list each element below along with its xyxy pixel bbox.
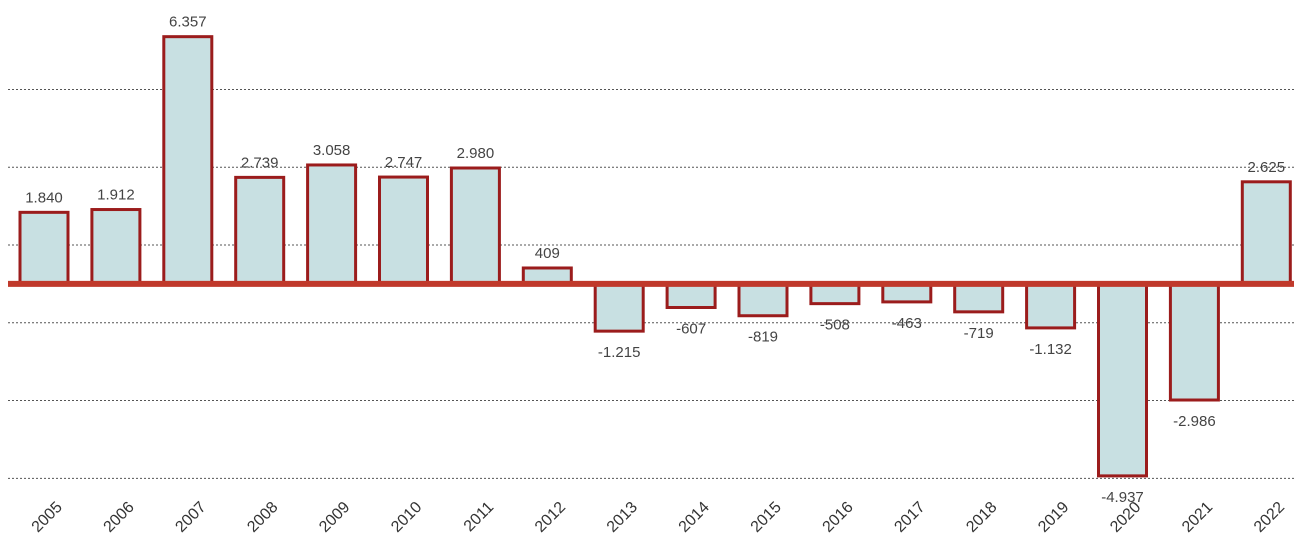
x-tick-label: 2021 <box>1179 499 1216 536</box>
bar <box>665 282 717 309</box>
value-label: -4.937 <box>1101 489 1144 506</box>
value-label: -1.215 <box>598 344 641 361</box>
bar <box>953 282 1005 314</box>
value-label: 409 <box>535 245 560 262</box>
bar <box>234 175 286 286</box>
value-label: 3.058 <box>313 142 351 159</box>
x-tick-label: 2008 <box>244 499 281 536</box>
value-label: 6.357 <box>169 14 207 31</box>
value-label: -819 <box>748 329 778 346</box>
bar <box>1240 180 1292 286</box>
bar <box>1097 282 1148 478</box>
bar <box>1025 282 1077 330</box>
bar <box>1168 282 1220 402</box>
bar <box>18 210 70 286</box>
value-label: -463 <box>892 315 922 332</box>
value-label: -719 <box>964 325 994 342</box>
value-label: 2.739 <box>241 154 279 171</box>
x-tick-label: 2009 <box>316 499 353 536</box>
bar <box>737 282 789 318</box>
value-label: 1.912 <box>97 187 135 204</box>
value-label: 2.747 <box>385 154 423 171</box>
value-label: -508 <box>820 317 850 334</box>
value-label: 2.980 <box>457 145 495 162</box>
value-label: -607 <box>676 320 706 337</box>
value-label: -1.132 <box>1029 341 1072 358</box>
bar <box>449 166 501 286</box>
bar <box>378 175 429 286</box>
x-tick-label: 2007 <box>172 499 209 536</box>
x-tick-label: 2022 <box>1251 499 1288 536</box>
x-tick-label: 2018 <box>963 499 1000 536</box>
value-label: 1.840 <box>25 189 63 206</box>
x-tick-label: 2014 <box>676 499 713 536</box>
bar <box>162 35 214 286</box>
value-label: -2.986 <box>1173 413 1216 430</box>
x-tick-label: 2005 <box>29 499 66 536</box>
x-tick-label: 2006 <box>101 499 138 536</box>
x-tick-label: 2012 <box>532 499 569 536</box>
bar <box>306 163 358 286</box>
x-tick-label: 2011 <box>461 499 497 535</box>
x-tick-label: 2016 <box>820 499 857 536</box>
bar <box>593 282 645 333</box>
x-tick-label: 2010 <box>388 499 425 536</box>
x-tick-label: 2017 <box>891 499 928 536</box>
x-tick-label: 2015 <box>748 499 785 536</box>
x-tick-label: 2019 <box>1035 499 1072 536</box>
bar <box>90 208 142 286</box>
x-tick-label: 2013 <box>604 499 641 536</box>
value-label: 2.625 <box>1248 159 1286 176</box>
